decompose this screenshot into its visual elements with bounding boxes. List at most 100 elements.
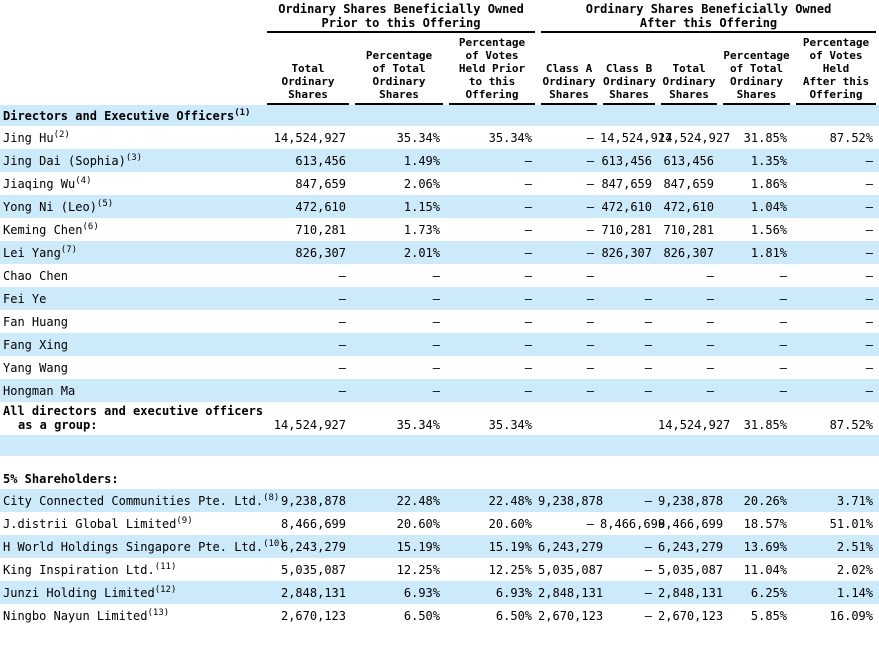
data-cell: 6.50%	[495, 608, 533, 623]
data-cell: —	[644, 291, 653, 306]
data-cell: —	[865, 360, 874, 375]
data-cell: 1.73%	[403, 222, 440, 237]
data-cell: 2.06%	[403, 176, 440, 191]
group-header-after: Ordinary Shares Beneficially Owned After…	[538, 0, 879, 33]
group-header-prior: Ordinary Shares Beneficially Owned Prior…	[264, 0, 538, 33]
data-cell: 2.51%	[836, 539, 874, 554]
data-cell: 826,307	[663, 245, 715, 260]
data-cell: 613,456	[663, 153, 715, 168]
data-cell: —	[644, 493, 653, 508]
table-row: Jing Dai (Sophia)(3) 613,456 1.49% — — 613,45…	[0, 149, 879, 172]
row-label: 5% Shareholders:	[3, 471, 119, 486]
data-cell: 5,035,087	[658, 562, 724, 577]
row-label: Hongman Ma	[3, 383, 76, 398]
table-row: King Inspiration Ltd.(11) 5,035,087 12.25%…	[0, 558, 879, 581]
data-cell: 847,659	[663, 176, 715, 191]
data-cell: —	[586, 268, 595, 283]
ownership-table: Ordinary Shares Beneficially Owned Prior…	[0, 0, 879, 627]
data-cell: 6.93%	[495, 585, 533, 600]
table-row: Lei Yang(7) 826,307 2.01% — — 826,307 826,307 1…	[0, 241, 879, 264]
data-cell: 22.48%	[396, 493, 440, 508]
data-cell: —	[706, 383, 715, 398]
col-header-total-after: Total Ordinary Shares	[658, 33, 720, 105]
data-cell: —	[586, 383, 595, 398]
data-cell: —	[644, 608, 653, 623]
data-cell: —	[586, 130, 595, 145]
data-cell: 710,281	[601, 222, 653, 237]
data-cell: 847,659	[601, 176, 653, 191]
data-cell: 5,035,087	[538, 562, 604, 577]
data-cell: —	[432, 383, 440, 398]
data-cell: —	[865, 245, 874, 260]
data-cell: 2,848,131	[658, 585, 724, 600]
data-cell: 20.60%	[488, 516, 533, 531]
name-column-header	[0, 33, 264, 105]
data-cell: 8,466,699	[658, 516, 724, 531]
data-cell: 20.60%	[396, 516, 440, 531]
data-cell: —	[338, 337, 346, 352]
group-header-prior-label: Ordinary Shares Beneficially Owned Prior…	[267, 0, 536, 33]
table-row: Junzi Holding Limited(12) 2,848,131 6.93% 6…	[0, 581, 879, 604]
data-cell: 3.71%	[836, 493, 874, 508]
data-cell: 710,281	[295, 222, 346, 237]
data-cell: 15.19%	[488, 539, 533, 554]
table-row: H World Holdings Singapore Pte. Ltd.(10)…	[0, 535, 879, 558]
table-row: Hongman Ma — — — — — — — —	[0, 379, 879, 402]
data-cell: —	[779, 383, 788, 398]
data-cell: —	[586, 245, 595, 260]
data-cell: 18.57%	[743, 516, 788, 531]
data-cell	[600, 402, 658, 435]
table-row: Ningbo Nayun Limited(13) 2,670,123 6.50% 6.…	[0, 604, 879, 627]
col-header-pct-total-prior: Percentage of Total Ordinary Shares	[352, 33, 446, 105]
col-header-votes-after: Percentage of Votes Held After this Offe…	[793, 33, 879, 105]
data-cell: 20.26%	[743, 493, 788, 508]
data-cell: —	[644, 585, 653, 600]
data-cell: —	[865, 314, 874, 329]
table-row: Keming Chen(6) 710,281 1.73% — — 710,281 710,2…	[0, 218, 879, 241]
row-label: All directors and executive officers as a…	[3, 404, 264, 432]
data-cell: 14,524,927	[600, 130, 673, 145]
row-label: Keming Chen(6)	[3, 221, 99, 237]
table-row: Chao Chen — — — — — — —	[0, 264, 879, 287]
data-cell: 472,610	[295, 199, 346, 214]
data-cell: —	[524, 153, 533, 168]
data-cell: 826,307	[601, 245, 653, 260]
data-cell: 1.81%	[750, 245, 788, 260]
data-cell: 35.34%	[488, 130, 533, 145]
column-header-row: Total Ordinary Shares Percentage of Tota…	[0, 33, 879, 105]
footnote-ref: (1)	[234, 107, 251, 118]
data-cell: 1.56%	[750, 222, 788, 237]
data-cell	[538, 402, 600, 435]
data-cell: —	[865, 153, 874, 168]
data-cell: —	[586, 176, 595, 191]
data-cell: —	[432, 337, 440, 352]
data-cell: 35.34%	[396, 130, 440, 145]
data-cell: 35.34%	[488, 418, 533, 432]
table-row: Fan Huang — — — — — — — —	[0, 310, 879, 333]
data-cell: —	[338, 360, 346, 375]
data-cell: 847,659	[295, 176, 346, 191]
table-row: City Connected Communities Pte. Ltd.(8) 9…	[0, 489, 879, 512]
data-cell: 2,670,123	[280, 608, 346, 623]
data-cell: —	[644, 360, 653, 375]
data-cell: —	[524, 291, 533, 306]
data-cell: —	[706, 268, 715, 283]
data-cell: —	[644, 383, 653, 398]
data-cell: —	[706, 337, 715, 352]
data-cell: 51.01%	[829, 516, 874, 531]
data-cell: 14,524,927	[658, 418, 731, 432]
col-header-total-prior: Total Ordinary Shares	[264, 33, 352, 105]
data-cell: 6,243,279	[280, 539, 346, 554]
data-cell: 87.52%	[829, 418, 874, 432]
data-cell: —	[432, 268, 440, 283]
data-cell: 6.25%	[750, 585, 788, 600]
data-cell: 11.04%	[743, 562, 788, 577]
col-header-class-a: Class A Ordinary Shares	[538, 33, 600, 105]
data-cell: 613,456	[295, 153, 346, 168]
footnote-ref: (7)	[60, 244, 78, 255]
data-cell: 1.14%	[836, 585, 874, 600]
data-cell: —	[432, 291, 440, 306]
data-cell: 5.85%	[750, 608, 788, 623]
data-cell: 31.85%	[743, 130, 788, 145]
name-column-spacer	[0, 0, 264, 33]
